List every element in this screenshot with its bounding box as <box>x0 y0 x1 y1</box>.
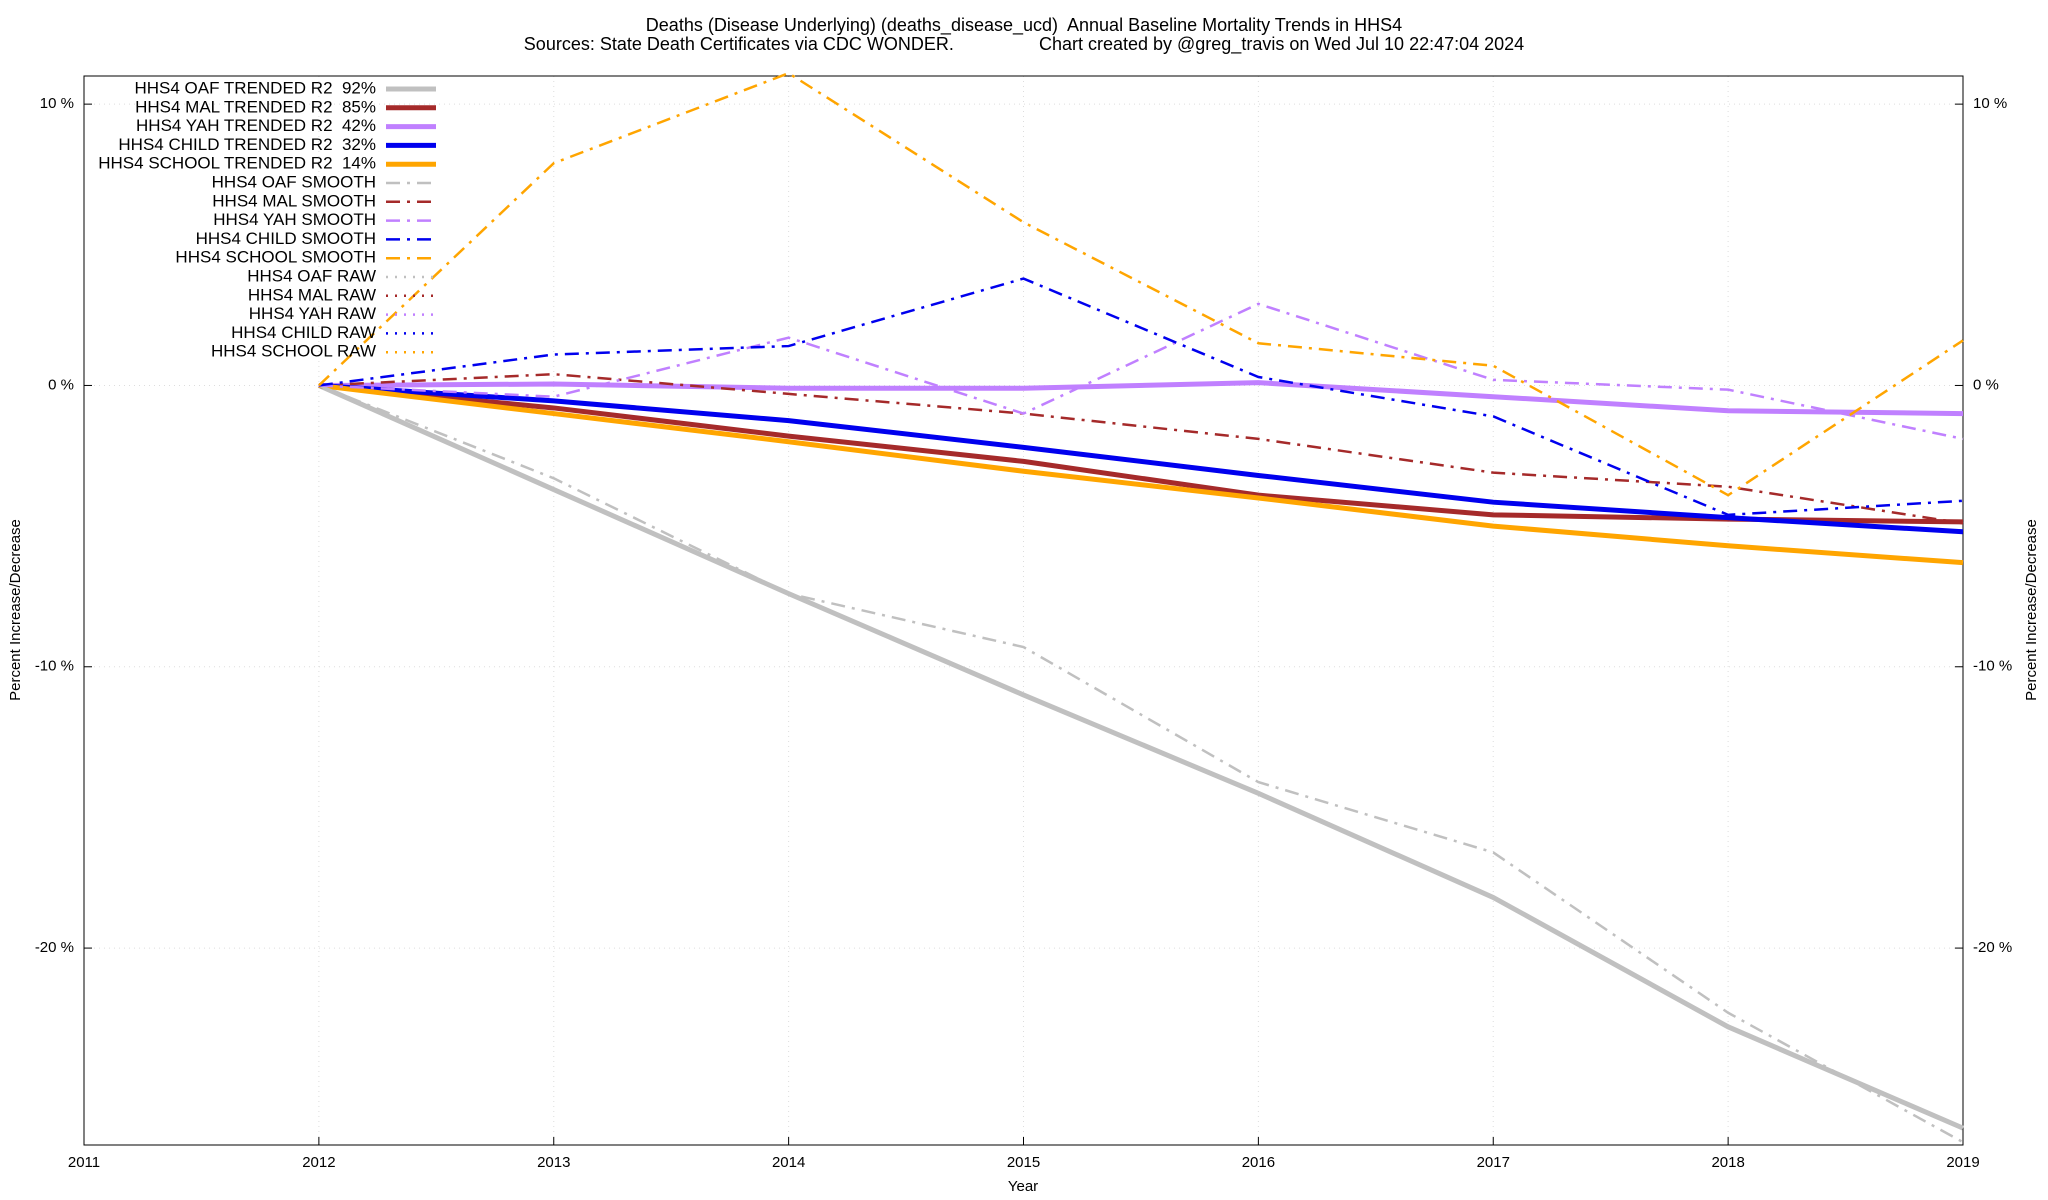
y2-tick-label: 0 % <box>1973 376 1999 393</box>
x-tick-label: 2015 <box>1007 1154 1040 1171</box>
x-tick-label: 2014 <box>772 1154 805 1171</box>
legend-label: HHS4 MAL RAW <box>248 285 376 304</box>
x-tick-label: 2012 <box>302 1154 335 1171</box>
legend-label: HHS4 SCHOOL SMOOTH <box>175 248 376 267</box>
chart-title: Deaths (Disease Underlying) (deaths_dise… <box>646 15 1402 36</box>
legend-label: HHS4 MAL SMOOTH <box>212 191 376 210</box>
legend-label: HHS4 SCHOOL TRENDED R2 14% <box>98 154 376 173</box>
y-tick-label: 10 % <box>40 95 74 112</box>
x-tick-label: 2011 <box>68 1154 100 1171</box>
legend-label: HHS4 OAF TRENDED R2 92% <box>134 78 376 97</box>
series-line <box>317 383 1964 1131</box>
y-tick-label: -10 % <box>35 658 74 675</box>
y2-tick-label: -10 % <box>1973 658 2012 675</box>
y-axis-label: Percent Increase/Decrease <box>7 519 24 701</box>
legend-label: HHS4 CHILD TRENDED R2 32% <box>118 135 376 154</box>
series-line <box>318 302 1964 441</box>
series-line <box>318 382 1964 525</box>
series-line <box>318 382 1964 535</box>
legend-label: HHS4 CHILD RAW <box>231 323 376 342</box>
x-tick-label: 2016 <box>1242 1154 1275 1171</box>
plot-frame <box>83 75 1964 1146</box>
x-axis-label: Year <box>1008 1178 1038 1195</box>
series-line <box>318 372 1964 525</box>
legend-label: HHS4 MAL TRENDED R2 85% <box>135 97 376 116</box>
legend-label: HHS4 OAF RAW <box>247 266 376 285</box>
x-tick-label: 2019 <box>1946 1154 1979 1171</box>
x-tick-label: 2018 <box>1711 1154 1744 1171</box>
series-line <box>318 384 1964 1144</box>
legend-label: HHS4 YAH TRENDED R2 42% <box>136 116 376 135</box>
series-line <box>318 380 1964 417</box>
y-tick-label: 0 % <box>48 376 74 393</box>
series-line <box>318 71 1964 497</box>
legend-label: HHS4 CHILD SMOOTH <box>196 229 376 248</box>
y2-tick-label: 10 % <box>1973 95 2007 112</box>
legend-label: HHS4 SCHOOL RAW <box>211 342 376 361</box>
y2-axis-label: Percent Increase/Decrease <box>2023 519 2040 701</box>
legend-label: HHS4 YAH SMOOTH <box>213 210 376 229</box>
x-tick-label: 2013 <box>537 1154 570 1171</box>
legend-label: HHS4 OAF SMOOTH <box>212 172 376 191</box>
legend-label: HHS4 YAH RAW <box>249 304 376 323</box>
y-tick-label: -20 % <box>35 939 74 956</box>
chart-subtitle: Sources: State Death Certificates via CD… <box>524 34 1524 55</box>
series-line <box>318 277 1964 517</box>
y2-tick-label: -20 % <box>1973 939 2012 956</box>
x-tick-label: 2017 <box>1477 1154 1510 1171</box>
series-line <box>318 382 1964 566</box>
